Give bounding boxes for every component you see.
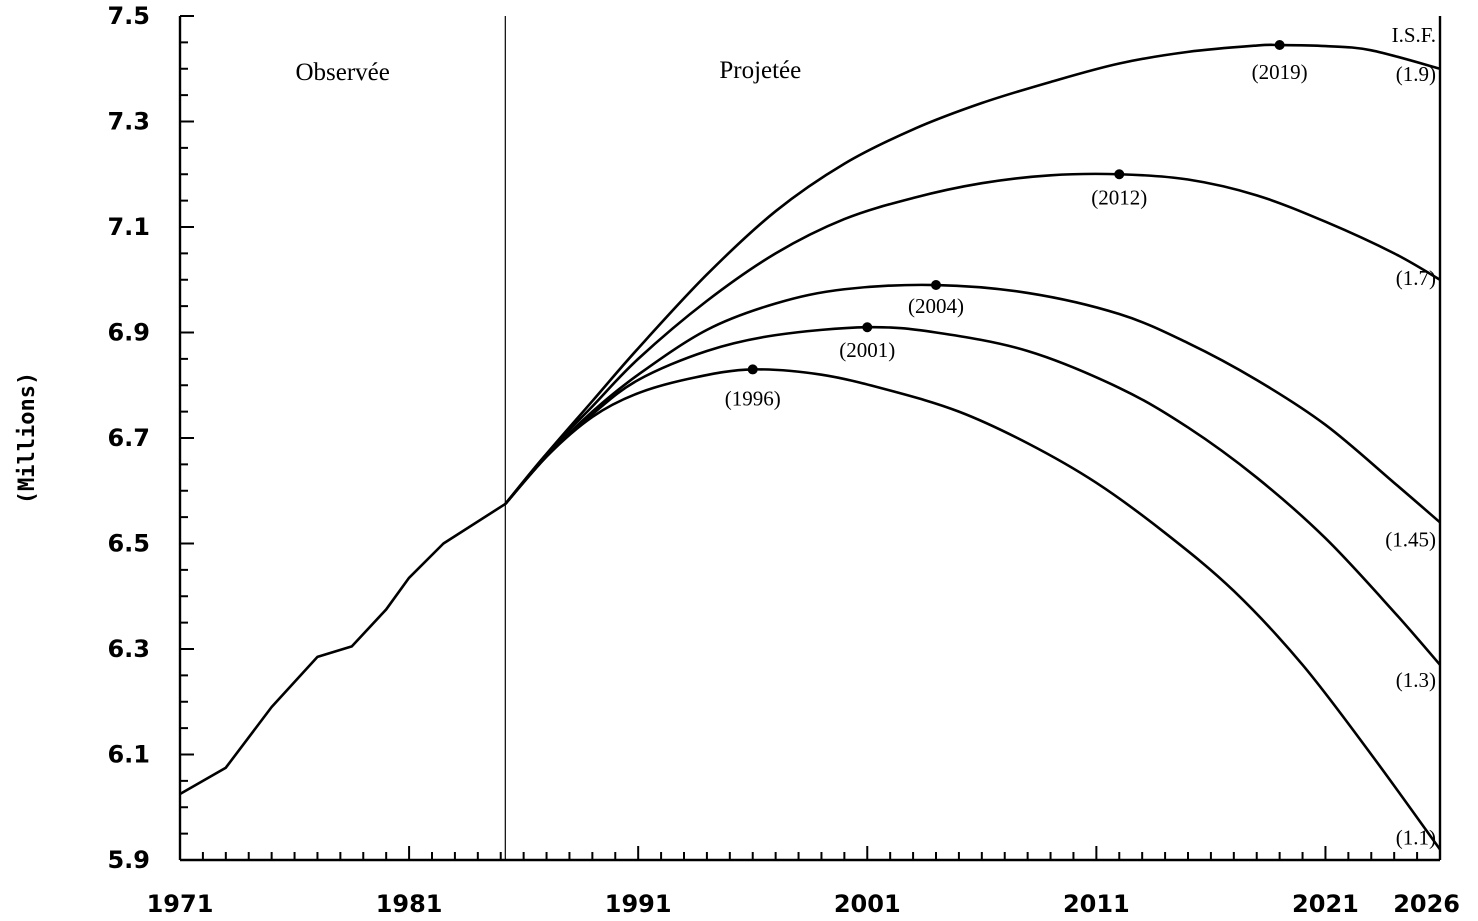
series-line-1-7 <box>504 172 1441 505</box>
peak-year-label: (2012) <box>1091 185 1147 209</box>
ticks <box>179 15 1441 861</box>
y-tick-label: 6.3 <box>107 635 150 663</box>
series-lines <box>179 43 1442 851</box>
series-end-label: (1.1) <box>1396 825 1436 849</box>
y-tick-label: 7.3 <box>107 108 150 136</box>
peak-marker <box>862 322 873 333</box>
x-tick-label: 2021 <box>1292 890 1359 918</box>
x-tick-label: 1971 <box>147 890 214 918</box>
y-tick-label: 5.9 <box>107 846 150 874</box>
series-line-1-1 <box>504 368 1442 851</box>
y-tick-label: 7.1 <box>107 213 150 241</box>
projected-region-label: Projetée <box>719 57 801 84</box>
x-tick-label: 1991 <box>605 890 672 918</box>
series-line-1-45 <box>504 283 1441 524</box>
peak-marker <box>931 280 941 291</box>
y-tick-label: 6.7 <box>107 424 150 452</box>
series-end-label: (1.45) <box>1385 527 1436 551</box>
chart-labels: 1971 1981 1991 2001 2011 2021 2026 5.9 6.1 6.3 6.5… <box>15 2 1460 918</box>
peak-markers <box>747 40 1285 375</box>
observed-line <box>179 502 507 796</box>
series-end-label: (1.7) <box>1396 266 1436 290</box>
y-tick-label: 7.5 <box>107 2 150 30</box>
peak-marker <box>1274 40 1285 51</box>
series-line-1-9 <box>504 43 1441 505</box>
x-tick-label: 2011 <box>1063 890 1130 918</box>
y-tick-label: 6.1 <box>107 741 150 769</box>
y-tick-label: 6.9 <box>107 319 150 347</box>
peak-year-label: (1996) <box>725 386 781 410</box>
y-tick-label: 6.5 <box>107 530 150 558</box>
x-tick-label: 1981 <box>376 890 443 918</box>
peak-marker <box>747 364 758 375</box>
peak-year-label: (2001) <box>839 338 895 362</box>
x-tick-label: 2001 <box>834 890 901 918</box>
series-line-1-3 <box>504 325 1441 666</box>
legend-title-isf: I.S.F. <box>1392 23 1436 47</box>
observed-region-label: Observée <box>295 59 389 86</box>
y-axis-label: (Millions) <box>15 372 40 504</box>
peak-marker <box>1114 169 1125 180</box>
series-end-label: (1.9) <box>1396 62 1436 86</box>
peak-year-label: (2004) <box>908 294 964 318</box>
series-end-label: (1.3) <box>1396 668 1436 692</box>
axes <box>178 16 1442 862</box>
peak-year-label: (2019) <box>1252 60 1308 84</box>
x-tick-label: 2026 <box>1393 890 1460 918</box>
